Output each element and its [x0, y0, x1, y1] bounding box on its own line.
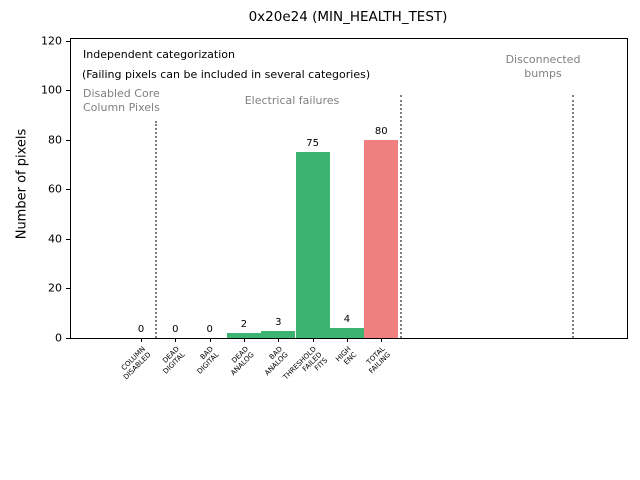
- x-axis-tick: [141, 338, 142, 342]
- bar: [226, 333, 261, 338]
- annotation-section-disconnected-bumps: Disconnected bumps: [505, 53, 581, 80]
- x-axis-tick: [209, 338, 211, 342]
- bar-value-label: 75: [306, 138, 320, 149]
- y-axis-tick: [66, 189, 70, 191]
- y-tick-label: 80: [48, 133, 62, 147]
- bar: [329, 328, 364, 338]
- x-tick-label: DEAD ANALOG: [228, 345, 256, 378]
- y-axis-tick: [66, 288, 70, 290]
- y-axis-tick: [66, 238, 70, 240]
- x-tick-label: COLUMN DISABLED: [119, 345, 153, 382]
- plot-area: Independent categorization (Failing pixe…: [41, 34, 628, 381]
- annotation-failing-note: (Failing pixels can be included in sever…: [82, 68, 371, 81]
- x-tick-label: TOTAL FAILING: [365, 345, 393, 376]
- annotation-section-disabled-core: Disabled Core Column Pixels: [83, 87, 160, 114]
- bar: [261, 331, 296, 338]
- y-axis-tick: [66, 40, 70, 42]
- y-tick-label: 120: [41, 34, 62, 48]
- x-tick-label: THRESHOLD FAILED FITS: [281, 345, 330, 382]
- y-tick-label: 40: [48, 232, 62, 246]
- x-axis-tick: [278, 338, 280, 342]
- bar-value-label: 4: [343, 314, 351, 325]
- bar-value-label: 0: [206, 324, 213, 335]
- bar: [364, 140, 399, 338]
- annotation-section-electrical-failures: Electrical failures: [244, 94, 340, 107]
- y-tick-label: 100: [41, 83, 62, 97]
- y-axis-tick: [66, 338, 70, 339]
- bar: [295, 152, 330, 338]
- annotation-independent-categorization: Independent categorization: [83, 48, 235, 61]
- y-axis-label: Number of pixels: [14, 128, 30, 240]
- x-axis-tick: [346, 338, 348, 342]
- section-separator: [155, 121, 157, 338]
- y-axis-tick: [66, 139, 70, 141]
- y-axis-tick: [66, 90, 70, 92]
- chart-title: 0x20e24 (MIN_HEALTH_TEST): [248, 9, 448, 25]
- x-tick-label: DEAD DIGITAL: [161, 345, 187, 376]
- x-axis-tick: [312, 338, 314, 342]
- x-axis-tick: [243, 338, 245, 342]
- bar-value-label: 2: [240, 319, 248, 330]
- x-axis-tick: [381, 338, 383, 342]
- x-tick-label: HIGH ENC: [334, 345, 359, 367]
- bar-value-label: 3: [275, 317, 282, 328]
- y-tick-label: 0: [55, 331, 62, 345]
- x-tick-label: BAD DIGITAL: [195, 345, 221, 376]
- bar-value-label: 0: [137, 324, 145, 335]
- y-tick-label: 60: [48, 182, 62, 196]
- section-separator: [572, 95, 574, 338]
- x-axis-tick: [175, 338, 177, 342]
- bar-value-label: 80: [374, 126, 388, 137]
- section-separator: [400, 95, 402, 338]
- bar-value-label: 0: [172, 324, 179, 335]
- y-tick-label: 20: [48, 281, 62, 295]
